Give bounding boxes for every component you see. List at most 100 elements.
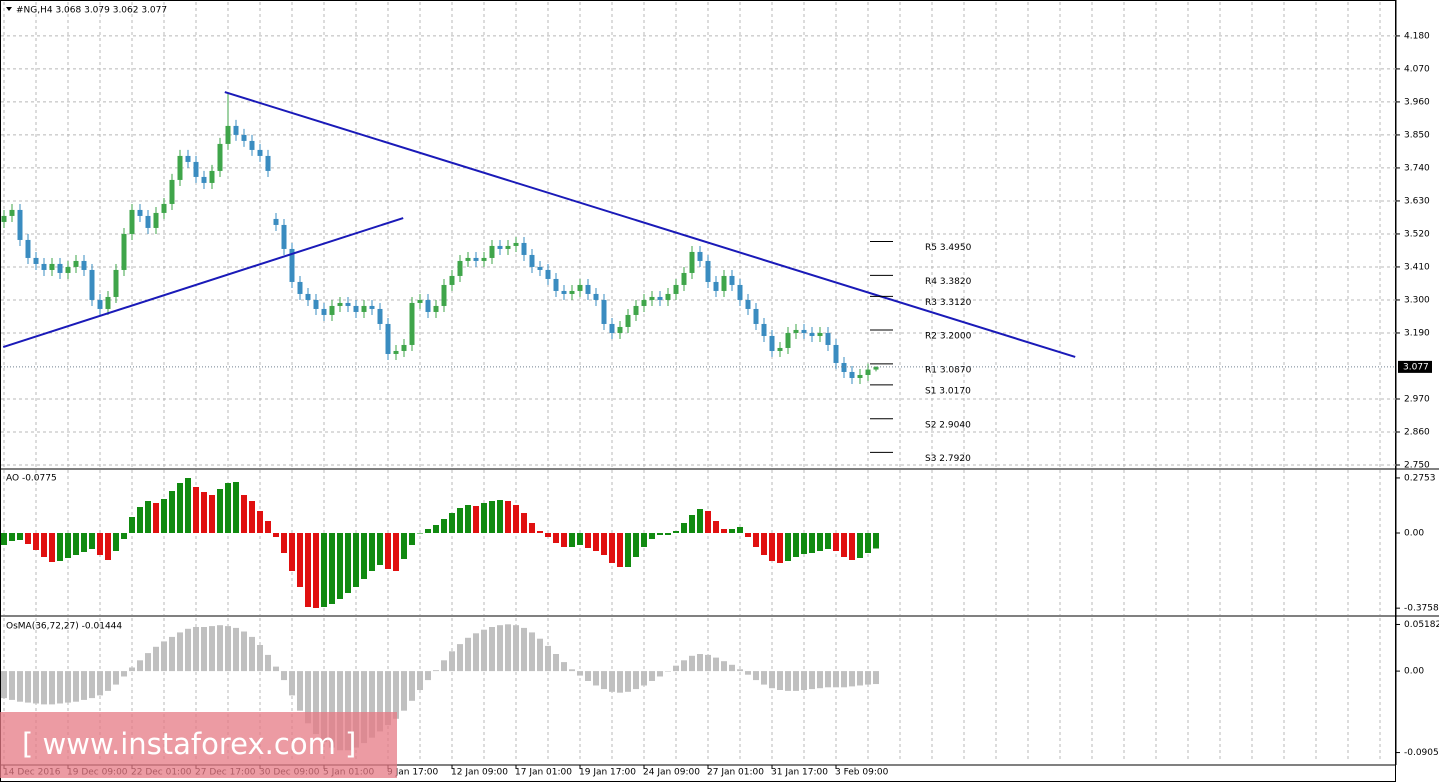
- histogram-bar: [265, 654, 271, 672]
- candle-body: [745, 299, 751, 309]
- histogram-bar: [609, 533, 615, 563]
- histogram-bar: [89, 533, 95, 549]
- candle-body: [489, 245, 495, 258]
- histogram-bar: [553, 533, 559, 543]
- candle-body: [681, 272, 687, 285]
- histogram-bar: [337, 671, 343, 751]
- histogram-bar: [529, 523, 535, 533]
- candle-body: [753, 308, 759, 324]
- histogram-bar: [17, 533, 23, 540]
- histogram-bar: [329, 533, 335, 604]
- histogram-bar: [601, 533, 607, 555]
- candle-body: [609, 323, 615, 333]
- candle-body: [321, 308, 327, 315]
- histogram-bar: [673, 531, 679, 533]
- trendline: [2, 217, 404, 349]
- candle-body: [817, 332, 823, 336]
- candle-body: [97, 299, 103, 309]
- histogram-bar: [433, 670, 439, 672]
- histogram-bar: [73, 533, 79, 555]
- candle-body: [289, 248, 295, 282]
- histogram-bar: [1, 671, 7, 699]
- histogram-bar: [201, 492, 207, 533]
- histogram-bar: [665, 533, 671, 535]
- histogram-bar: [193, 627, 199, 672]
- candle-body: [193, 161, 199, 177]
- candle-body: [425, 299, 431, 312]
- histogram-bar: [625, 671, 631, 692]
- histogram-bar: [545, 533, 551, 537]
- y-tick-label: 3.960: [1404, 97, 1430, 107]
- candle-body: [241, 134, 247, 141]
- x-tick-label: 19 Jan 17:00: [579, 768, 636, 778]
- candle-body: [41, 263, 47, 270]
- histogram-bar: [593, 671, 599, 686]
- histogram-bar: [105, 671, 111, 691]
- histogram-bar: [617, 533, 623, 567]
- y-tick-label: 3.300: [1404, 295, 1430, 305]
- candle-body: [729, 275, 735, 285]
- histogram-bar: [281, 533, 287, 553]
- candle-body: [457, 260, 463, 276]
- histogram-bar: [873, 533, 879, 549]
- histogram-bar: [97, 533, 103, 555]
- y-tick-label: 3.630: [1404, 196, 1430, 206]
- histogram-bar: [449, 513, 455, 533]
- histogram-bar: [81, 671, 87, 700]
- histogram-bar: [9, 671, 15, 700]
- pivot-label: R5 3.4950: [925, 243, 972, 253]
- histogram-bar: [705, 654, 711, 672]
- histogram-bar: [865, 533, 871, 553]
- pivot-label: R3 3.3120: [925, 298, 972, 308]
- candle-body: [769, 335, 775, 351]
- histogram-bar: [777, 671, 783, 690]
- histogram-bar: [273, 666, 279, 672]
- x-tick-label: 12 Jan 09:00: [451, 768, 508, 778]
- x-tick-label: 27 Jan 01:00: [707, 768, 764, 778]
- histogram-bar: [609, 671, 615, 692]
- symbol-menu-arrow[interactable]: [6, 7, 12, 11]
- candle-body: [777, 347, 783, 351]
- y-tick-label: 0.2753: [1404, 473, 1436, 483]
- histogram-bar: [689, 655, 695, 672]
- histogram-bar: [457, 508, 463, 533]
- candle-body: [721, 275, 727, 291]
- histogram-bar: [569, 669, 575, 672]
- histogram-bar: [225, 483, 231, 533]
- candle-body: [497, 245, 503, 249]
- candle-body: [761, 323, 767, 336]
- histogram-bar: [873, 671, 879, 685]
- histogram-bar: [689, 515, 695, 533]
- histogram-bar: [41, 533, 47, 557]
- candle-body: [513, 242, 519, 246]
- candle-body: [81, 260, 87, 270]
- histogram-bar: [409, 533, 415, 545]
- candle-body: [529, 254, 535, 267]
- histogram-bar: [225, 626, 231, 672]
- histogram-bar: [313, 533, 319, 608]
- histogram-bar: [25, 671, 31, 703]
- histogram-bar: [385, 671, 391, 726]
- candle-body: [361, 305, 367, 312]
- histogram-bar: [441, 660, 447, 672]
- histogram-bar: [81, 533, 87, 552]
- candle-body: [793, 329, 799, 333]
- histogram-bar: [585, 533, 591, 548]
- y-tick-label: 0.00: [1404, 667, 1424, 677]
- histogram-bar: [769, 671, 775, 689]
- histogram-bar: [313, 671, 319, 735]
- histogram-bar: [145, 501, 151, 533]
- histogram-bar: [721, 529, 727, 533]
- histogram-bar: [473, 506, 479, 533]
- histogram-bar: [465, 505, 471, 533]
- histogram-bar: [665, 671, 671, 672]
- histogram-bar: [657, 533, 663, 535]
- histogram-bar: [153, 646, 159, 672]
- histogram-bar: [673, 665, 679, 672]
- histogram-bar: [425, 671, 431, 681]
- histogram-bar: [65, 533, 71, 558]
- histogram-bar: [649, 533, 655, 539]
- histogram-bar: [745, 671, 751, 675]
- histogram-bar: [33, 671, 39, 704]
- candle-body: [673, 284, 679, 294]
